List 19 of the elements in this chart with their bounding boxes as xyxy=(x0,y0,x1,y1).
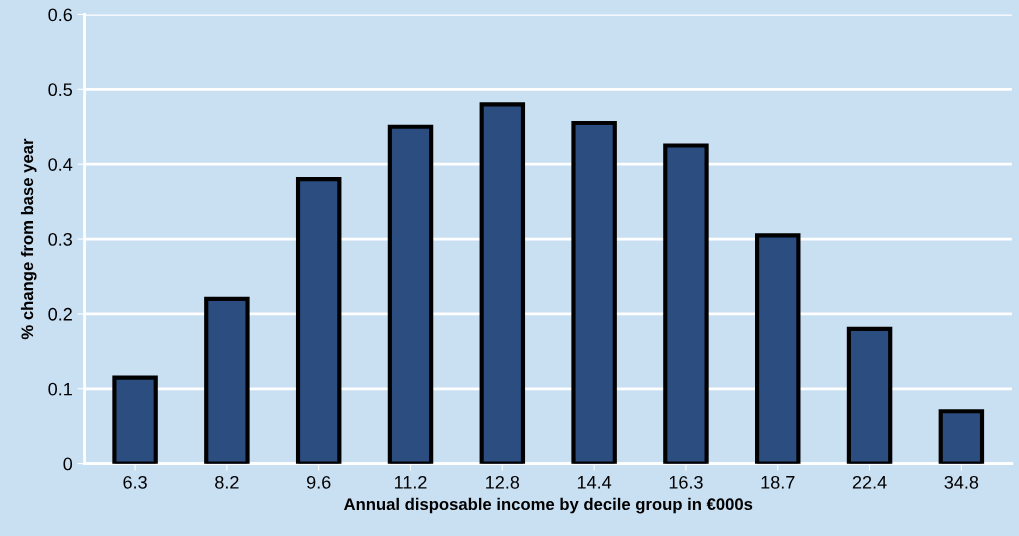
x-tick-label: 18.7 xyxy=(761,475,795,489)
y-tick-label: 0.6 xyxy=(48,8,72,22)
y-tick-label: 0.3 xyxy=(48,232,72,246)
y-tick-label: 0.5 xyxy=(48,83,73,97)
x-tick-label: 12.8 xyxy=(486,475,520,489)
x-axis-title: Annual disposable income by decile group in €000s xyxy=(343,497,753,514)
x-tick-label: 14.4 xyxy=(577,476,612,489)
x-tick-label: 34.8 xyxy=(944,475,979,489)
x-tick-label: 11.2 xyxy=(394,475,427,489)
y-tick-label: 0.4 xyxy=(48,158,73,171)
x-tick-label: 16.3 xyxy=(669,475,703,489)
y-tick-label: 0.2 xyxy=(48,307,72,321)
y-tick-label: 0.1 xyxy=(48,382,72,396)
x-tick-label: 9.6 xyxy=(306,475,331,489)
x-tick-label: 6.3 xyxy=(123,475,147,489)
x-tick-label: 8.2 xyxy=(215,475,239,489)
y-axis-title: % change from base year xyxy=(20,138,37,340)
x-tick-label: 22.4 xyxy=(852,475,887,489)
y-tick-label: 0 xyxy=(63,457,73,471)
